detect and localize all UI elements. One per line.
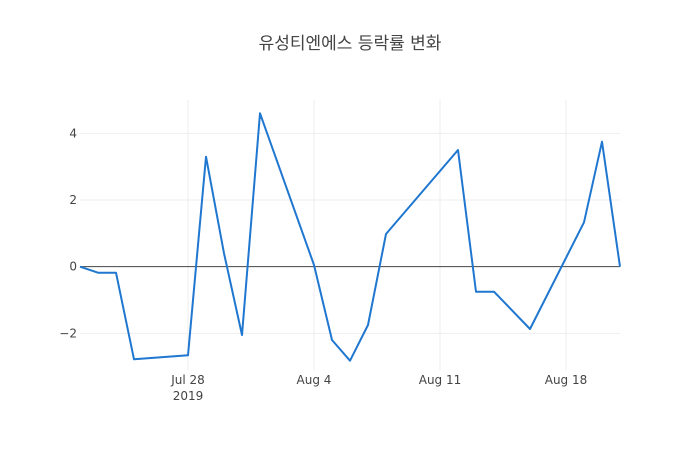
- y-tick-label: 0: [69, 260, 77, 274]
- axis-layer: Jul 28 2019 Aug 4 Aug 11 Aug 18 4 2 0 −2: [59, 126, 587, 403]
- y-tick-label: −2: [59, 326, 77, 340]
- x-tick-label: Aug 11: [419, 373, 462, 387]
- x-tick-label: Jul 28: [170, 373, 205, 387]
- grid-layer: [80, 100, 620, 370]
- chart-title: 유성티엔에스 등락률 변화: [259, 34, 442, 54]
- y-tick-label: 4: [69, 126, 77, 140]
- y-tick-label: 2: [69, 193, 77, 207]
- x-tick-label: Aug 18: [545, 373, 588, 387]
- x-tick-label: Aug 4: [297, 373, 332, 387]
- x-tick-sublabel: 2019: [173, 389, 204, 403]
- series-line: [79, 112, 621, 362]
- series-layer: [79, 112, 621, 362]
